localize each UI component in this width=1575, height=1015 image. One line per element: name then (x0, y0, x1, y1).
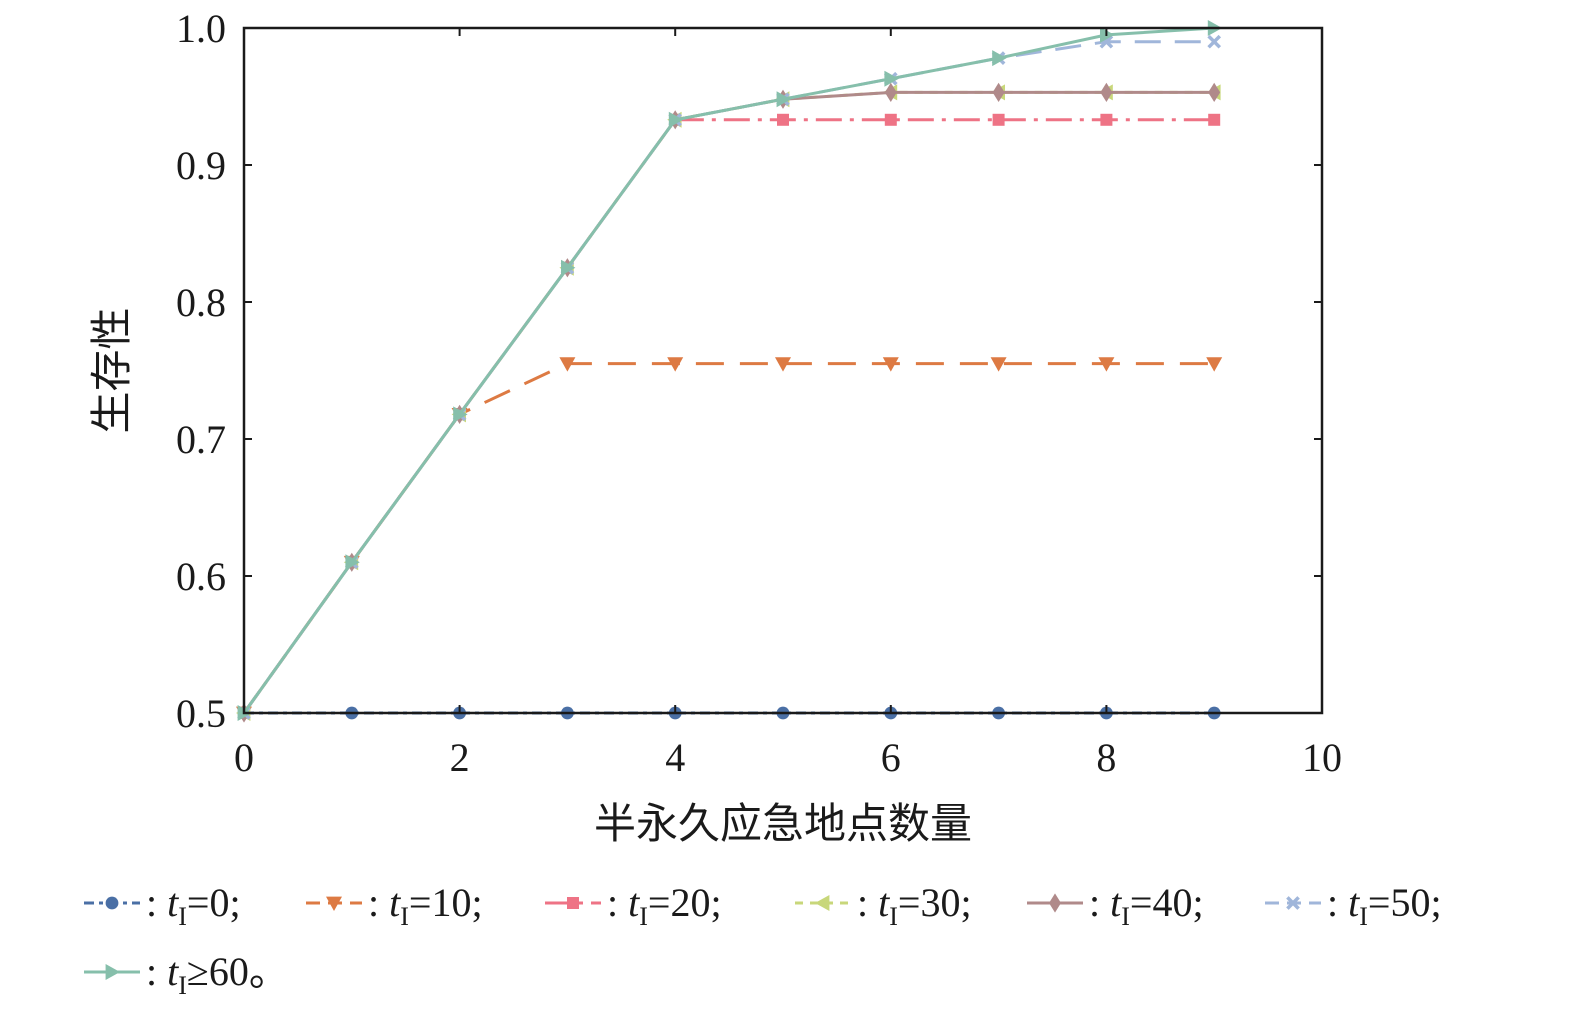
y-tick-label: 1.0 (176, 6, 226, 51)
data-point (990, 357, 1007, 372)
data-point (884, 82, 897, 102)
x-tick-label: 6 (881, 735, 901, 780)
data-point (777, 113, 789, 126)
series-line (242, 40, 1215, 714)
data-point (884, 113, 897, 126)
legend-item-5: : tI=50; (1265, 880, 1442, 931)
series-5 (237, 34, 1222, 720)
legend-label: : tI=0; (146, 880, 241, 931)
series-line (242, 118, 1215, 714)
legend-label: : tI=40; (1089, 880, 1204, 931)
data-point (1206, 357, 1223, 372)
data-point (992, 113, 1005, 126)
x-tick-label: 4 (665, 735, 685, 780)
legend-item-4: : tI=40; (1027, 880, 1204, 931)
legend-item-1: : tI=10; (306, 880, 483, 931)
legend-marker (105, 964, 120, 980)
y-tick-label: 0.5 (176, 691, 226, 736)
x-tick-label: 0 (234, 735, 254, 780)
data-point (882, 357, 899, 372)
data-point (453, 406, 468, 423)
legend-marker (1049, 893, 1061, 913)
series-4 (238, 82, 1221, 723)
data-point (992, 50, 1007, 67)
series-layer (236, 20, 1223, 723)
data-point (345, 554, 360, 571)
legend-marker (326, 896, 342, 911)
series-6 (237, 20, 1223, 721)
data-point (1207, 34, 1222, 49)
data-point (775, 357, 791, 372)
y-tick-label: 0.6 (176, 554, 226, 599)
data-point (1100, 113, 1113, 126)
legend-item-6: : tI≥60。 (84, 949, 289, 1000)
x-tick-label: 8 (1096, 735, 1116, 780)
y-tick-label: 0.7 (176, 417, 226, 462)
data-point (1098, 357, 1115, 372)
legend-label: : tI=30; (857, 880, 972, 931)
plot-frame (242, 26, 1324, 715)
data-point (668, 111, 684, 128)
series-1 (236, 357, 1223, 721)
legend-label: : tI=50; (1327, 880, 1442, 931)
series-3 (236, 84, 1221, 721)
series-line (242, 26, 1215, 714)
x-tick-label: 10 (1302, 735, 1342, 780)
data-point (667, 357, 684, 372)
legend-marker (1286, 896, 1300, 910)
data-point (992, 82, 1005, 102)
tick-layer: 0 2 4 6 8 10 0.5 0.6 0.7 0.8 0.9 1.0 (176, 6, 1342, 780)
legend-label: : tI≥60。 (146, 949, 289, 1000)
legend-marker (815, 895, 830, 911)
y-tick-label: 0.8 (176, 280, 226, 325)
y-axis-title: 生存性 (87, 307, 136, 433)
legend: : tI=0;: tI=10;: tI=20;: tI=30;: tI=40; … (84, 880, 1442, 1000)
legend-marker (567, 897, 579, 909)
legend-item-0: : tI=0; (84, 880, 241, 931)
series-2 (238, 113, 1221, 719)
data-point (559, 357, 576, 372)
legend-label: : tI=10; (368, 880, 483, 931)
data-point (884, 70, 899, 87)
legend-item-2: : tI=20; (545, 880, 722, 931)
legend-marker (105, 896, 119, 910)
series-line (242, 90, 1215, 714)
data-point (1100, 82, 1113, 102)
data-point (1208, 82, 1221, 102)
data-point (1208, 113, 1221, 126)
legend-item-3: : tI=30; (795, 880, 972, 931)
legend-label: : tI=20; (607, 880, 722, 931)
y-tick-label: 0.9 (176, 143, 226, 188)
series-line (242, 362, 1215, 714)
series-line (242, 90, 1215, 714)
data-point (776, 91, 791, 108)
data-point (561, 259, 576, 276)
x-axis-title: 半永久应急地点数量 (594, 799, 972, 848)
x-tick-label: 2 (450, 735, 470, 780)
